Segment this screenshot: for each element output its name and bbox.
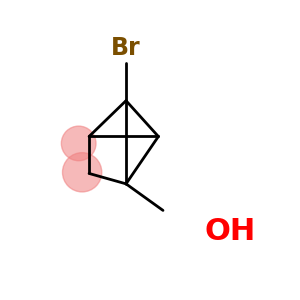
Text: Br: Br [111,36,141,60]
Circle shape [61,126,96,161]
Circle shape [62,153,102,192]
Text: OH: OH [205,217,256,246]
